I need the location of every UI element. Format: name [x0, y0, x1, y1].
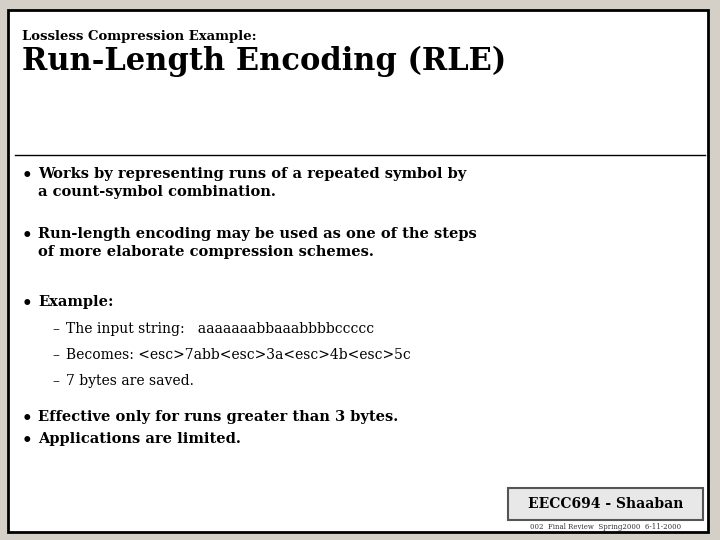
Text: Run-length encoding may be used as one of the steps
of more elaborate compressio: Run-length encoding may be used as one o… [38, 227, 477, 259]
Text: –: – [52, 322, 59, 336]
Text: –: – [52, 348, 59, 362]
Text: Run-Length Encoding (RLE): Run-Length Encoding (RLE) [22, 46, 506, 77]
FancyBboxPatch shape [508, 488, 703, 520]
Text: Applications are limited.: Applications are limited. [38, 432, 241, 446]
Text: •: • [22, 410, 32, 428]
Text: 002  Final Review  Spring2000  6-11-2000: 002 Final Review Spring2000 6-11-2000 [531, 523, 682, 531]
Text: •: • [22, 432, 32, 450]
Text: EECC694 - Shaaban: EECC694 - Shaaban [528, 497, 684, 511]
Text: Lossless Compression Example:: Lossless Compression Example: [22, 30, 256, 43]
Text: The input string:   aaaaaaabbaaabbbbccccc: The input string: aaaaaaabbaaabbbbccccc [66, 322, 374, 336]
Text: •: • [22, 167, 32, 185]
Text: Example:: Example: [38, 295, 114, 309]
Text: Becomes: <esc>7abb<esc>3a<esc>4b<esc>5c: Becomes: <esc>7abb<esc>3a<esc>4b<esc>5c [66, 348, 410, 362]
Text: 7 bytes are saved.: 7 bytes are saved. [66, 374, 194, 388]
Text: –: – [52, 374, 59, 388]
Text: •: • [22, 227, 32, 245]
Text: Effective only for runs greater than 3 bytes.: Effective only for runs greater than 3 b… [38, 410, 398, 424]
Text: •: • [22, 295, 32, 313]
FancyBboxPatch shape [8, 10, 708, 532]
Text: Works by representing runs of a repeated symbol by
a count-symbol combination.: Works by representing runs of a repeated… [38, 167, 467, 199]
